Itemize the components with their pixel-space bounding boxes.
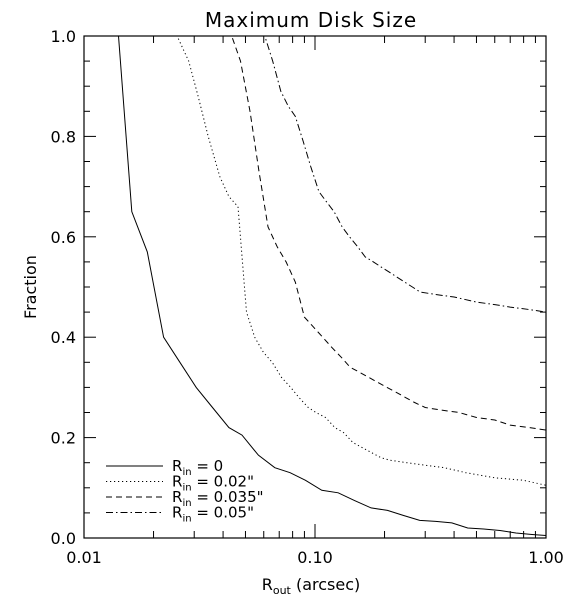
series-lines [84,35,546,536]
x-axis-label-rest: (arcsec) [291,575,360,594]
series-line-0 [84,35,546,536]
y-tick-label-1: 0.2 [51,429,76,448]
tick-labels: 0.0 0.2 0.4 0.6 0.8 1.0 0.01 0.10 1.00 [51,27,564,567]
x-axis-label: Rout (arcsec) [262,575,361,597]
plot-frame [83,35,547,539]
series-line-1 [84,35,546,486]
y-tick-label-5: 1.0 [51,27,76,46]
x-axis-label-main: R [262,575,273,594]
legend-label-0: Rin = 0 [172,457,223,478]
legend-label-2: Rin = 0.035" [172,488,264,509]
legend-label-3: Rin = 0.05" [172,504,254,525]
series-line-2 [84,35,546,431]
legend-label-1: Rin = 0.02" [172,473,254,494]
x-tick-label-1: 0.10 [297,548,333,567]
axis-ticks [83,35,547,539]
y-tick-label-0: 0.0 [51,529,76,548]
y-tick-label-2: 0.4 [51,328,76,347]
y-tick-label-3: 0.6 [51,228,76,247]
x-tick-label-0: 0.01 [66,548,102,567]
chart-title: Maximum Disk Size [205,8,417,32]
x-tick-label-2: 1.00 [528,548,564,567]
y-axis-label: Fraction [21,255,40,319]
y-tick-label-4: 0.8 [51,127,76,146]
series-line-3 [84,35,546,313]
x-axis-label-sub: out [273,584,292,597]
